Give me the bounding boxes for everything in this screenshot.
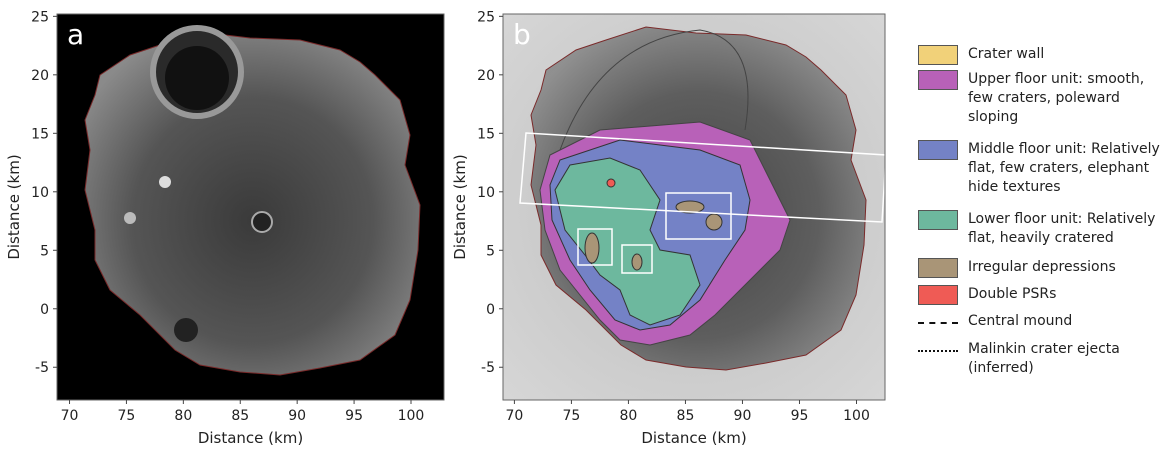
y-tick-label: -5	[481, 360, 495, 376]
y-tick-label: -5	[35, 360, 49, 376]
legend-label: Double PSRs	[968, 285, 1168, 304]
y-tick-label: 20	[31, 68, 49, 84]
legend-label: Lower floor unit: Relatively flat, heavi…	[968, 210, 1168, 248]
x-tick-label: 70	[505, 408, 523, 424]
panel-label: b	[513, 18, 531, 51]
y-tick-label: 15	[477, 126, 495, 142]
legend-item: Upper floor unit: smooth, few craters, p…	[918, 70, 1168, 127]
legend-label: Crater wall	[968, 45, 1168, 64]
x-tick-label: 95	[791, 408, 809, 424]
y-axis-label: Distance (km)	[451, 154, 469, 259]
legend-swatch	[918, 258, 958, 278]
legend-swatch	[918, 140, 958, 160]
x-tick-label: 80	[620, 408, 638, 424]
x-tick-label: 95	[345, 408, 363, 424]
x-tick-label: 70	[61, 408, 79, 424]
y-tick-label: 0	[486, 302, 495, 318]
x-axis-label: Distance (km)	[198, 429, 303, 447]
panel-label: a	[67, 18, 84, 51]
legend-swatch	[918, 45, 958, 65]
legend-label: Upper floor unit: smooth, few craters, p…	[968, 70, 1168, 127]
y-tick-label: 10	[31, 185, 49, 201]
x-tick-label: 75	[563, 408, 581, 424]
panel-b-image	[503, 14, 886, 400]
legend-item: Crater wall	[918, 45, 1168, 65]
y-tick-label: 10	[477, 185, 495, 201]
legend-item: Lower floor unit: Relatively flat, heavi…	[918, 210, 1168, 248]
panel-a-image	[57, 14, 444, 400]
figure: 707580859095100-50510152025Distance (km)…	[0, 0, 1173, 450]
x-tick-label: 90	[288, 408, 306, 424]
legend-item: Middle floor unit: Relatively flat, few …	[918, 140, 1168, 197]
x-tick-label: 90	[734, 408, 752, 424]
legend-swatch	[918, 210, 958, 230]
y-tick-label: 0	[40, 302, 49, 318]
y-tick-label: 25	[31, 9, 49, 25]
y-tick-label: 15	[31, 126, 49, 142]
x-tick-label: 100	[843, 408, 870, 424]
legend-item: Double PSRs	[918, 285, 1168, 305]
legend-line	[918, 312, 958, 324]
x-tick-label: 85	[677, 408, 695, 424]
legend-swatch	[918, 70, 958, 90]
legend-label: Irregular depressions	[968, 258, 1168, 277]
legend-item: Malinkin crater ejecta (inferred)	[918, 340, 1168, 378]
legend-item: Irregular depressions	[918, 258, 1168, 278]
legend-line	[918, 340, 958, 352]
x-tick-label: 80	[174, 408, 192, 424]
y-tick-label: 25	[477, 9, 495, 25]
y-tick-label: 5	[40, 243, 49, 259]
x-tick-label: 85	[231, 408, 249, 424]
legend-item: Central mound	[918, 312, 1168, 331]
legend-label: Central mound	[968, 312, 1168, 331]
x-tick-label: 100	[398, 408, 425, 424]
y-tick-label: 20	[477, 68, 495, 84]
y-tick-label: 5	[486, 243, 495, 259]
x-axis-label: Distance (km)	[641, 429, 746, 447]
legend-label: Malinkin crater ejecta (inferred)	[968, 340, 1168, 378]
x-tick-label: 75	[118, 408, 136, 424]
legend-swatch	[918, 285, 958, 305]
legend-label: Middle floor unit: Relatively flat, few …	[968, 140, 1168, 197]
y-axis-label: Distance (km)	[5, 154, 23, 259]
